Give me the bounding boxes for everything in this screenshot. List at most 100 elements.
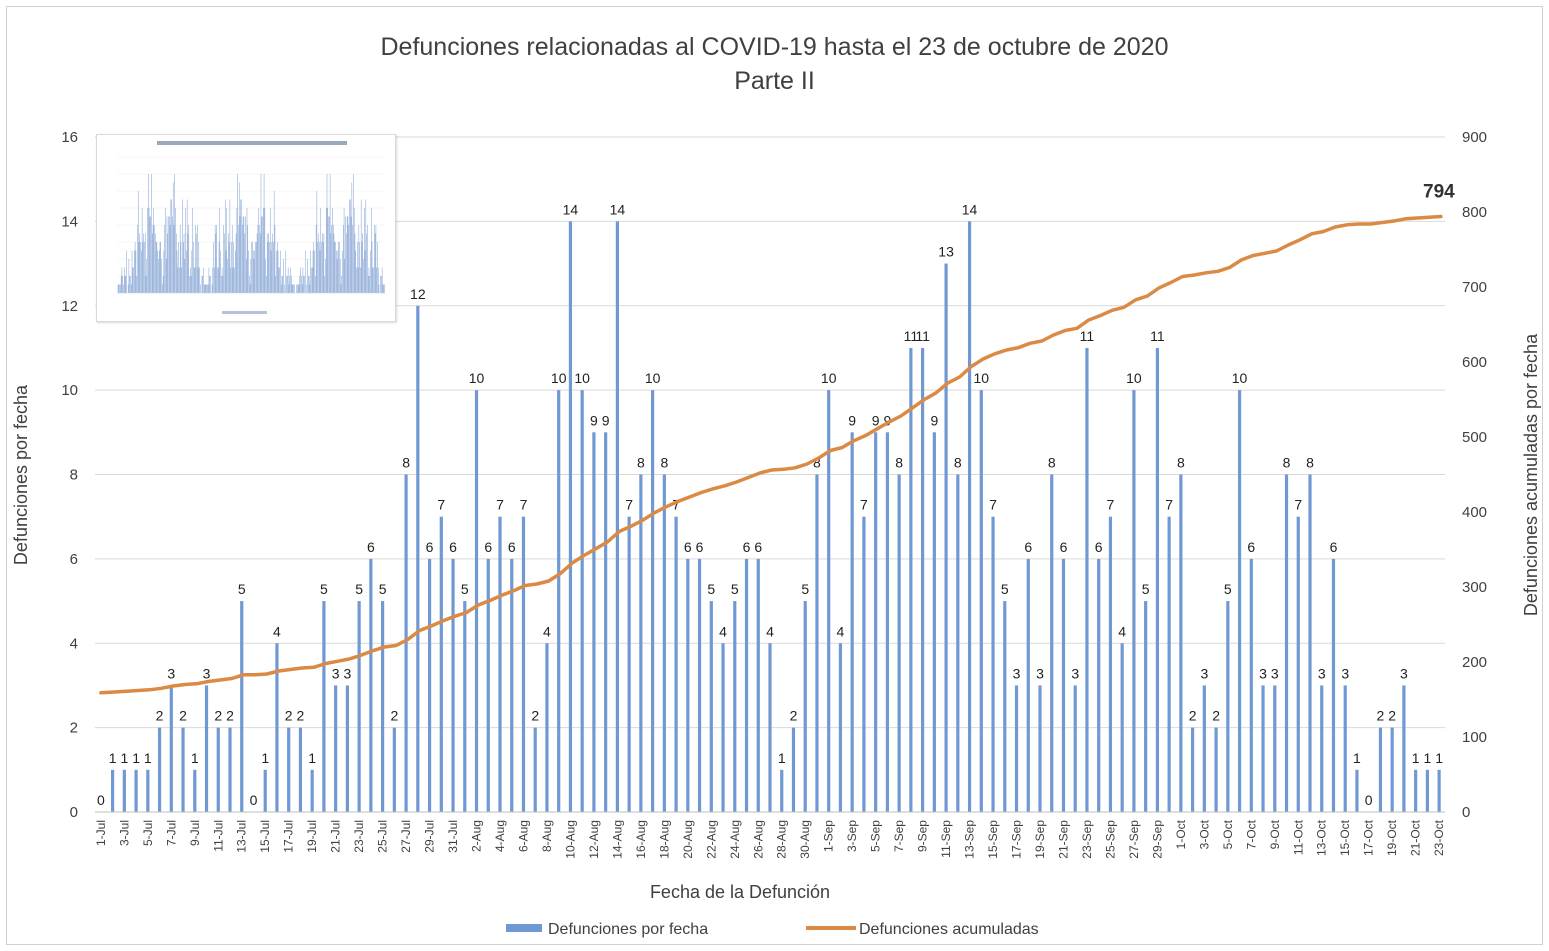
thumbnail-bar (207, 284, 209, 293)
thumbnail-bar (252, 242, 253, 293)
bar (850, 432, 854, 812)
bar-data-label: 9 (930, 412, 938, 428)
thumbnail-bar (367, 276, 369, 293)
x-tick-label: 25-Jul (376, 820, 390, 853)
thumbnail-bar (375, 225, 377, 293)
thumbnail-bar (252, 250, 254, 293)
thumbnail-bar (141, 250, 142, 293)
thumbnail-bar (378, 267, 379, 293)
thumbnail-bar (303, 276, 304, 293)
bar-data-label: 6 (367, 539, 375, 555)
subtitle-line: Parte II (734, 67, 815, 95)
thumbnail-bar (144, 233, 146, 293)
thumbnail-bar (235, 250, 236, 293)
bar-data-label: 13 (938, 244, 954, 260)
x-tick-label: 17-Oct (1362, 819, 1376, 856)
thumbnail-bar (331, 225, 332, 293)
x-tick-label: 11-Oct (1291, 819, 1305, 855)
bar (1390, 727, 1394, 812)
bar (1237, 390, 1242, 812)
thumbnail-bar (354, 233, 356, 293)
bar (122, 769, 126, 812)
thumbnail-bar (343, 225, 344, 293)
thumbnail-bar (374, 225, 375, 293)
bar (932, 432, 936, 812)
bar (369, 558, 373, 812)
thumbnail-bar (297, 284, 298, 293)
thumbnail-bar (134, 242, 136, 293)
thumbnail-bar (187, 233, 189, 293)
bar-data-label: 6 (1024, 539, 1032, 555)
thumbnail-bar (368, 267, 370, 293)
thumbnail-bar (246, 208, 248, 293)
bar (134, 769, 138, 812)
bar (545, 643, 549, 812)
bar-data-label: 1 (109, 750, 117, 766)
y-tick-label: 16 (61, 129, 78, 146)
y-tick-label: 14 (61, 213, 78, 230)
bar-data-label: 4 (719, 623, 727, 639)
thumbnail-bar (162, 276, 164, 293)
thumbnail-bar (172, 182, 174, 293)
thumbnail-bar (276, 250, 277, 293)
thumbnail-bar (360, 199, 362, 293)
thumbnail-bar (381, 267, 383, 293)
thumbnail-bar (277, 242, 278, 293)
thumbnail-bar (266, 276, 267, 293)
bar (592, 432, 596, 812)
thumbnail-bar (200, 284, 201, 293)
title-line: Defunciones relacionadas al COVID-19 has… (380, 33, 1169, 61)
thumbnail-bar (304, 276, 305, 293)
thumbnail-bar (143, 233, 144, 293)
thumbnail-bar (346, 233, 347, 293)
x-tick-label: 10-Aug (563, 820, 577, 859)
thumbnail-bar (261, 216, 262, 293)
thumbnail-bar (332, 208, 333, 293)
bar (639, 474, 643, 812)
x-tick-label: 20-Aug (681, 820, 695, 859)
thumbnail-bar (156, 242, 158, 293)
bar (557, 390, 561, 812)
thumbnail-bar (367, 225, 368, 293)
legend-swatch-bars (506, 924, 542, 932)
x-tick-label: 9-Oct (1268, 819, 1282, 849)
bar-data-label: 2 (1388, 708, 1396, 724)
x-tick-label: 17-Jul (282, 820, 296, 853)
thumbnail-bar (308, 276, 310, 293)
thumbnail-bar (293, 284, 294, 293)
thumbnail-bar (330, 233, 332, 293)
bar (1343, 685, 1347, 812)
bar (791, 727, 796, 812)
bar (944, 263, 948, 812)
x-tick-label: 14-Aug (610, 820, 624, 859)
bar-data-label: 2 (790, 708, 798, 724)
bar (1273, 685, 1277, 812)
thumbnail-bar (186, 250, 187, 293)
thumbnail-bar (238, 182, 240, 293)
x-tick-label: 26-Aug (751, 820, 765, 859)
bar-data-label: 1 (132, 750, 140, 766)
thumbnail-bar (294, 284, 295, 293)
thumbnail-bar (231, 225, 233, 293)
x-tick-label: 21-Jul (329, 820, 343, 853)
thumbnail-bar (318, 233, 319, 293)
bar-data-label: 2 (179, 708, 187, 724)
thumbnail-bar (361, 242, 363, 293)
y2-tick-label: 800 (1462, 204, 1487, 221)
bar-data-label: 1 (308, 750, 316, 766)
thumbnail-bar (277, 250, 279, 293)
bar (686, 558, 690, 812)
thumbnail-bar (152, 225, 154, 293)
y2-axis-label: Defunciones acumuladas por fecha (1521, 333, 1541, 616)
bar (1120, 643, 1124, 812)
bar-data-label: 2 (531, 708, 539, 724)
bar (1167, 516, 1171, 812)
thumbnail-bar (167, 233, 168, 293)
thumbnail-bar (282, 276, 283, 293)
bar (439, 516, 443, 812)
bar (204, 685, 209, 812)
x-tick-label: 3-Jul (117, 820, 131, 846)
bar (381, 601, 385, 812)
bar (1108, 516, 1113, 812)
thumbnail-bar (247, 225, 249, 293)
